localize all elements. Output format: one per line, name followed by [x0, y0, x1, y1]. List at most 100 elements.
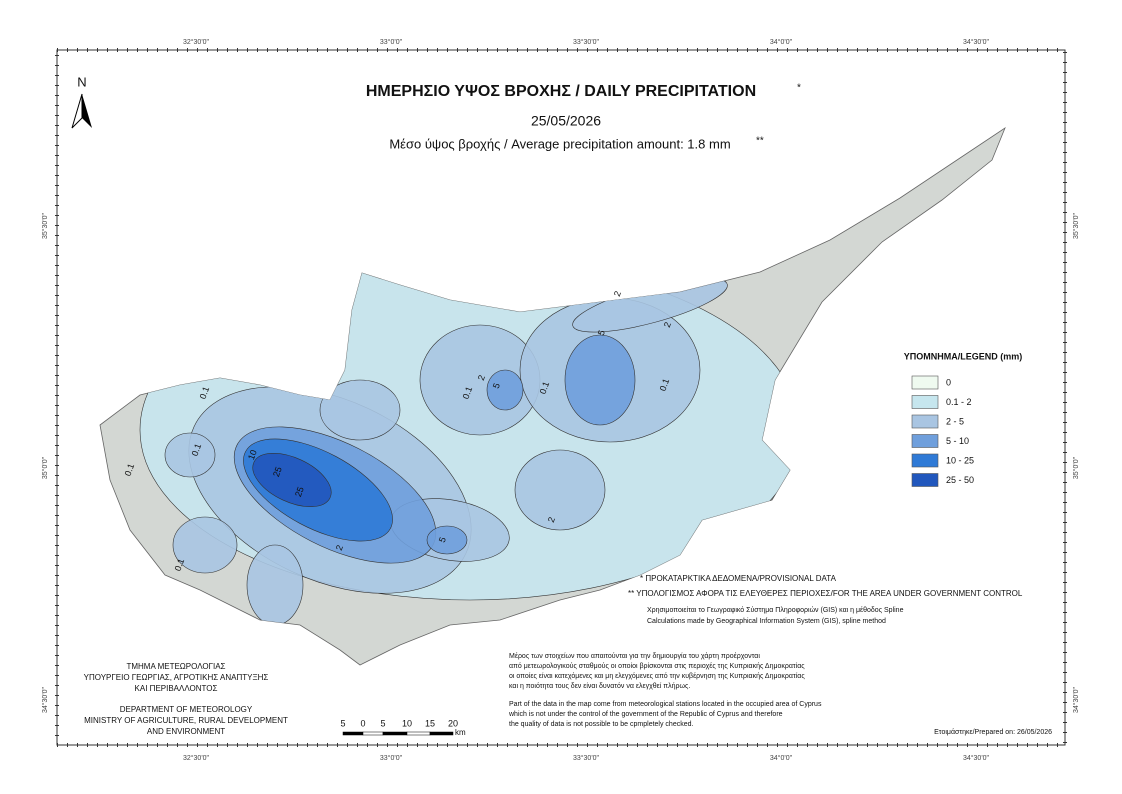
- latitude-label: 35°0'0": [41, 456, 49, 479]
- contour-label: 0.1: [538, 380, 552, 395]
- contour-label: 5: [437, 536, 448, 544]
- latitude-label: 34°30'0": [1072, 686, 1080, 713]
- disclaimer-line: Part of the data in the map come from me…: [509, 701, 822, 708]
- contour-label: 2: [476, 374, 487, 382]
- graticule-labels: 32°30'0" 32°30'0" 33°0'0" 33°0'0" 33°30'0" 33…: [41, 38, 1080, 762]
- longitude-label: 33°30'0": [573, 754, 600, 762]
- contour-label: 2: [662, 321, 673, 329]
- contour-label: 2: [612, 290, 623, 298]
- note-provisional: * ΠΡΟΚΑΤΑΡΚΤΙΚΑ ΔΕΔΟΜΕΝΑ/PROVISIONAL DAT…: [640, 574, 837, 583]
- scale-label: 0: [360, 718, 365, 728]
- contour-label: 25: [293, 485, 306, 498]
- longitude-label: 33°0'0": [380, 38, 403, 46]
- contour-label: 25: [271, 465, 284, 478]
- rain-area: [319, 379, 401, 441]
- contour-label: 0.1: [658, 377, 672, 392]
- latitude-label: 35°30'0": [1072, 212, 1080, 239]
- legend-swatch: [911, 414, 939, 429]
- rain-area: [172, 516, 238, 574]
- disclaimer-line: και η ποιότητα τους δεν είναι δυνατόν να…: [509, 682, 690, 690]
- contour-label: 2: [546, 516, 557, 524]
- legend-label: 25 - 50: [946, 475, 974, 485]
- disclaimer-line: οι οποίες είναι κατεχόμενες και μη ελεγχ…: [509, 672, 805, 680]
- contour-label: 5: [491, 382, 502, 390]
- legend-swatch: [911, 453, 939, 468]
- legend-swatch: [911, 375, 939, 390]
- longitude-label: 34°30'0": [963, 38, 990, 46]
- longitude-label: 32°30'0": [183, 754, 210, 762]
- longitude-label: 34°30'0": [963, 754, 990, 762]
- department-line: ΥΠΟΥΡΓΕΙΟ ΓΕΩΡΓΙΑΣ, ΑΓΡΟΤΙΚΗΣ ΑΝΑΠΤΥΞΗΣ: [84, 673, 269, 682]
- latitude-label: 34°30'0": [41, 686, 49, 713]
- department: ΤΜΗΜΑ ΜΕΤΕΩΡΟΛΟΓΙΑΣ ΥΠΟΥΡΓΕΙΟ ΓΕΩΡΓΙΑΣ, Α…: [84, 662, 288, 736]
- longitude-label: 33°30'0": [573, 38, 600, 46]
- rain-area: [246, 544, 304, 626]
- contour-label: 2: [334, 544, 345, 552]
- contour-label: 10: [246, 448, 259, 461]
- longitude-label: 32°30'0": [183, 38, 210, 46]
- note-method: Χρησιμοποιείται το Γεωγραφικό Σύστημα Πλ…: [647, 606, 904, 614]
- legend-label: 0.1 - 2: [946, 397, 972, 407]
- legend: 0 0.1 - 2 2 - 5 5 - 10 10 - 25 25 - 50: [911, 375, 974, 487]
- legend-swatch: [911, 473, 939, 487]
- title-note: *: [797, 83, 801, 94]
- precipitation-areas: [139, 259, 801, 626]
- disclaimer-line: Μέρος των στοιχείων που απαιτούνται για …: [509, 652, 760, 660]
- scale-segment: [342, 731, 364, 736]
- scale-segment: [382, 731, 408, 736]
- subtitle-note: **: [756, 136, 764, 147]
- note-method: Calculations made by Geographical Inform…: [647, 618, 886, 625]
- disclaimers: Μέρος των στοιχείων που απαιτούνται για …: [508, 652, 822, 728]
- subtitle: Μέσο ύψος βροχής / Average precipitation…: [389, 136, 730, 151]
- contour-label: 0.1: [123, 462, 137, 477]
- north-arrow: N: [71, 74, 92, 129]
- department-line: MINISTRY OF AGRICULTURE, RURAL DEVELOPME…: [84, 716, 288, 725]
- scale-segment: [429, 731, 454, 736]
- scale-label: 15: [425, 718, 435, 728]
- date: 25/05/2026: [531, 113, 601, 129]
- scale-unit: km: [455, 728, 466, 737]
- scale-label: 5: [340, 718, 345, 728]
- rain-area: [426, 525, 468, 555]
- department-line: AND ENVIRONMENT: [147, 727, 225, 736]
- legend-label: 5 - 10: [946, 436, 969, 446]
- north-label: N: [77, 74, 86, 89]
- contour-label: 0.1: [173, 557, 187, 572]
- scale-label: 5: [380, 718, 385, 728]
- legend-swatch: [911, 434, 939, 448]
- latitude-label: 35°30'0": [41, 212, 49, 239]
- longitude-label: 34°0'0": [770, 38, 793, 46]
- rain-area: [514, 449, 606, 531]
- rain-area: [564, 334, 636, 426]
- rain-area: [164, 432, 216, 478]
- contour-label: 5: [596, 329, 607, 337]
- rain-area: [486, 369, 524, 411]
- longitude-label: 33°0'0": [380, 754, 403, 762]
- title: ΗΜΕΡΗΣΙΟ ΥΨΟΣ ΒΡΟΧΗΣ / DAILY PRECIPITATI…: [366, 83, 756, 100]
- legend-title: ΥΠΟΜΝΗΜΑ/LEGEND (mm): [904, 351, 1023, 361]
- scale-label: 10: [402, 718, 412, 728]
- department-line: DEPARTMENT OF METEOROLOGY: [120, 705, 253, 714]
- contour-label: 0.1: [198, 385, 212, 400]
- legend-label: 2 - 5: [946, 416, 964, 426]
- prepared-on: Ετοιμάστηκε/Prepared on: 26/05/2026: [934, 728, 1052, 736]
- disclaimer-line: the quality of data is not possible to b…: [509, 721, 693, 728]
- scale-label: 20: [448, 718, 458, 728]
- scale-segment: [362, 731, 384, 736]
- map-frame: [56, 49, 1066, 746]
- disclaimer-line: which is not under the control of the go…: [508, 711, 783, 718]
- department-line: ΚΑΙ ΠΕΡΙΒΑΛΛΟΝΤΟΣ: [135, 684, 218, 693]
- latitude-label: 35°0'0": [1072, 456, 1080, 479]
- note-area: ** ΥΠΟΛΟΓΙΣΜΟΣ ΑΦΟΡΑ ΤΙΣ ΕΛΕΥΘΕΡΕΣ ΠΕΡΙΟ…: [628, 589, 1023, 598]
- longitude-label: 34°0'0": [770, 754, 793, 762]
- contour-label: 0.1: [461, 385, 475, 400]
- rain-area: [252, 453, 332, 507]
- scale-segment: [406, 731, 431, 736]
- legend-label: 0: [946, 377, 951, 387]
- legend-swatch: [911, 395, 939, 409]
- contour-label: 0.1: [190, 442, 204, 457]
- legend-label: 10 - 25: [946, 455, 974, 465]
